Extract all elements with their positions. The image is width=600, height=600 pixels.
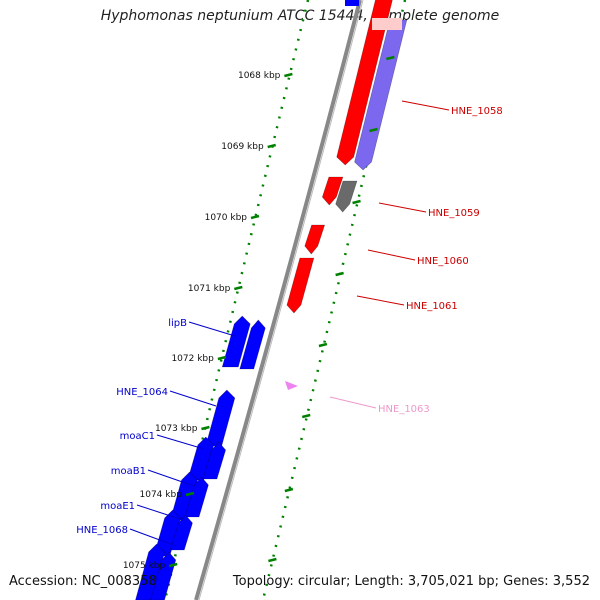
gene-moab1-leader [147, 469, 195, 487]
gene-moac1-label: moaC1 [120, 431, 155, 442]
tick-label: 1068 kbp [238, 71, 281, 81]
gene-moab1-b [184, 476, 209, 518]
gene-hne_1068-label: HNE_1068 [76, 525, 128, 536]
outer-tick [301, 413, 311, 419]
gene-moab1-label: moaB1 [111, 466, 146, 477]
scale-tick [267, 143, 276, 149]
tick-label: 1071 kbp [188, 284, 231, 294]
gene-moac1-b [202, 441, 226, 480]
scale-tick [168, 562, 178, 568]
tick-label: 1074 kbp [140, 490, 183, 500]
tick-label: 1075 kbp [123, 561, 166, 571]
scale-tick [234, 285, 243, 291]
gene-hne_1064-label: HNE_1064 [116, 387, 168, 398]
gene-hne-1061 [286, 257, 315, 314]
scale-tick [201, 425, 210, 431]
gene-hne-1064 [205, 389, 236, 447]
rna-hne_1063-label: HNE_1063 [378, 404, 430, 415]
tick-label: 1073 kbp [155, 424, 198, 434]
gene-hne_1061-leader [356, 295, 405, 306]
gene-hne_1059-label: HNE_1059 [428, 208, 480, 219]
gene-lipb-b [239, 319, 266, 370]
gene-moae1-b [169, 514, 193, 551]
genome-summary: Topology: circular; Length: 3,705,021 bp… [232, 574, 590, 589]
outer-tick [284, 487, 294, 493]
gene-lipb-leader [188, 321, 236, 337]
gene-hne_1060-leader [367, 249, 416, 261]
gene-hne_1064-leader [169, 390, 217, 407]
outer-tick [318, 342, 328, 348]
gene-moac1-leader [156, 434, 205, 450]
backbone-highlight [198, 0, 364, 600]
outer-tick [369, 127, 378, 133]
scale-tick [250, 214, 260, 220]
scale-tick [284, 72, 293, 78]
gene-hne-1058 [336, 0, 393, 166]
gene-hne-1068-b [150, 551, 177, 600]
gene-hne_1060-label: HNE_1060 [417, 256, 469, 267]
gene-hne-1059-b [335, 180, 358, 213]
gene-top-blue [345, 0, 359, 6]
gene-moae1-leader [136, 504, 184, 521]
gene-pale-top [372, 18, 402, 30]
gene-lipb [221, 315, 251, 368]
outer-tick [335, 271, 344, 277]
gene-hne-1059 [321, 176, 344, 206]
tick-label: 1069 kbp [221, 142, 264, 152]
tick-label: 1070 kbp [205, 213, 248, 223]
gene-lipb-label: lipB [168, 318, 187, 329]
outer-tick [386, 55, 395, 61]
scale-tick [185, 491, 195, 497]
gene-hne_1058-label: HNE_1058 [451, 106, 503, 117]
accession-label: Accession: NC_008358 [9, 574, 157, 589]
outer-tick [268, 557, 277, 563]
gene-hne_1058-leader [401, 100, 450, 111]
gene-hne_1059-leader [378, 202, 427, 213]
scale-tick [217, 355, 227, 361]
outer-dotted-arc [261, 0, 407, 600]
gene-hne-1060 [304, 224, 326, 255]
gene-moae1-label: moaE1 [100, 501, 135, 512]
gene-hne_1068-leader [129, 528, 177, 547]
backbone-arc [194, 0, 362, 600]
gene-hne_1061-label: HNE_1061 [406, 301, 458, 312]
rna-hne-1063 [285, 381, 298, 390]
rna-hne_1063-leader [329, 396, 377, 409]
tick-label: 1072 kbp [171, 354, 214, 364]
outer-tick [352, 199, 361, 205]
